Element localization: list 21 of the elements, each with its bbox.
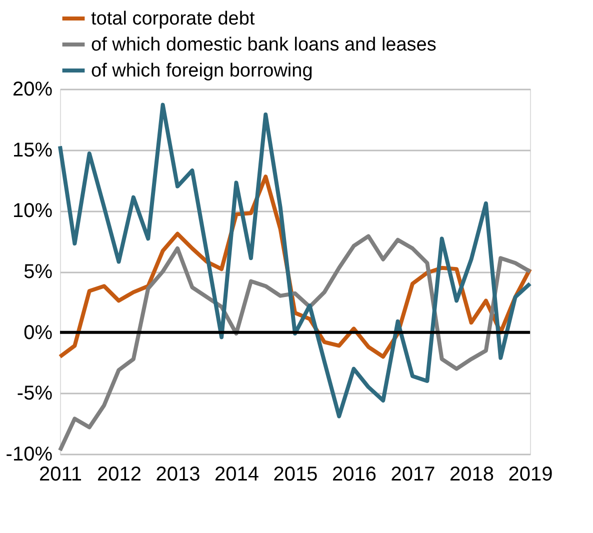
- legend-label: of which foreign borrowing: [91, 60, 313, 82]
- x-tick-label: 2014: [214, 464, 259, 486]
- x-tick-label: 2012: [97, 464, 142, 486]
- line-series: [58, 102, 532, 418]
- y-tick-label: 10%: [12, 200, 53, 222]
- y-tick-label: 0%: [24, 322, 53, 344]
- x-tick-label: 2011: [38, 464, 82, 486]
- y-tick-label: -10%: [6, 444, 53, 466]
- x-tick-label: 2019: [508, 464, 553, 486]
- y-tick-label: 5%: [24, 261, 53, 283]
- y-tick-label: -5%: [16, 382, 53, 405]
- x-tick-label: 2017: [390, 464, 436, 486]
- legend-label: total corporate debt: [91, 8, 256, 30]
- x-tick-label: 2015: [273, 464, 318, 486]
- x-tick-label: 2016: [332, 464, 376, 486]
- y-tick-label: 20%: [12, 78, 53, 100]
- x-tick-label: 2013: [156, 464, 200, 486]
- y-tick-label: 15%: [12, 139, 53, 162]
- x-tick-label: 2018: [450, 464, 494, 486]
- legend-label: of which domestic bank loans and leases: [91, 34, 436, 56]
- line-series: [58, 234, 532, 452]
